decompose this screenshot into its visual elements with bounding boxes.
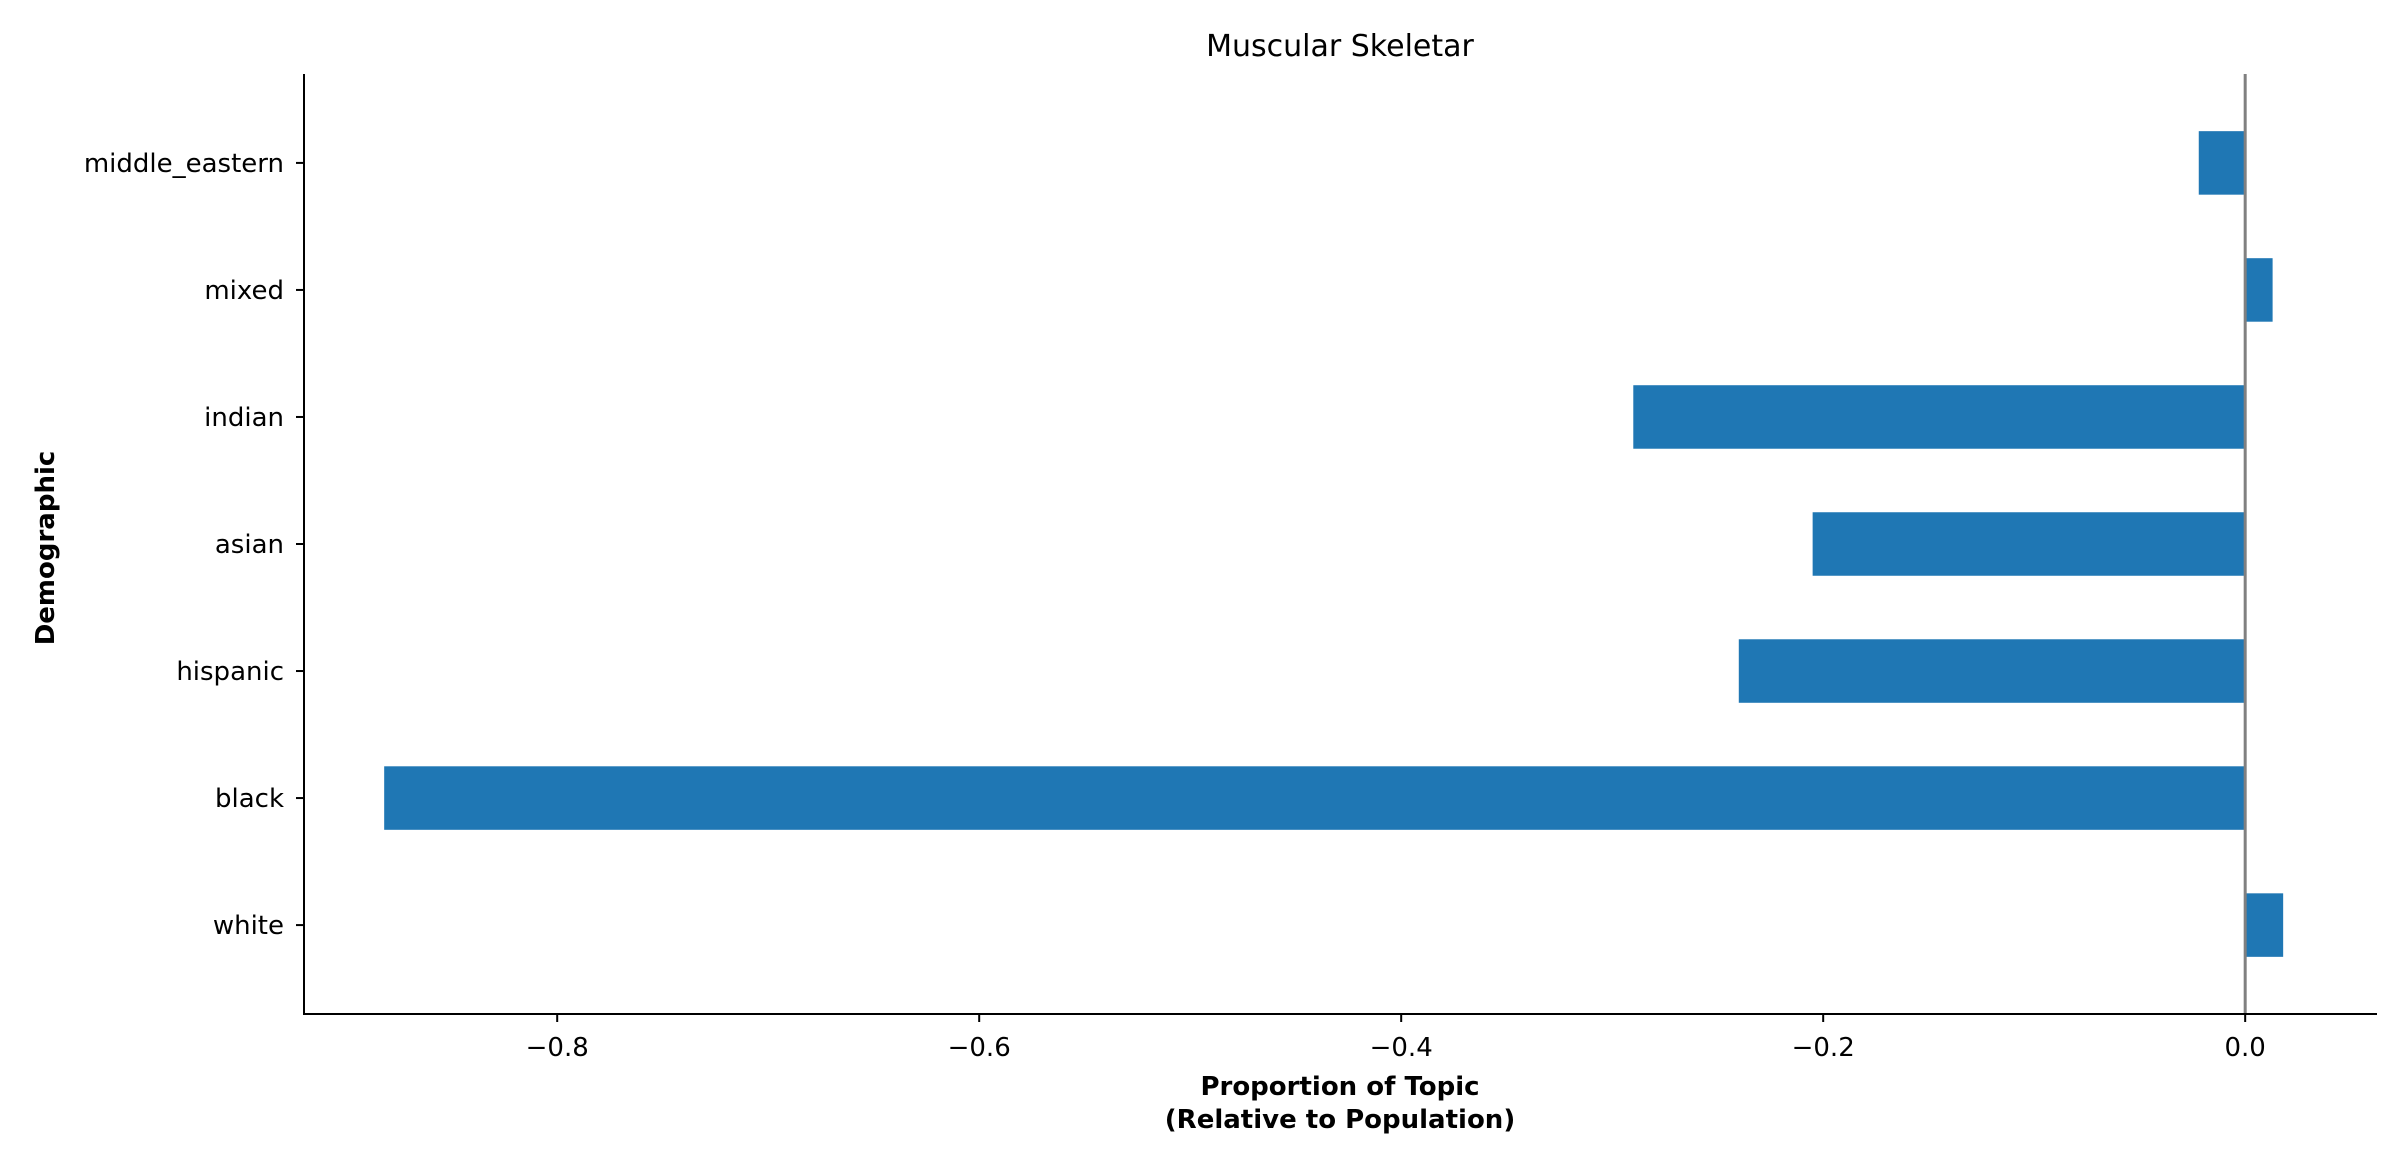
y-tick-label-white: white (213, 911, 284, 941)
bar-asian (1812, 512, 2246, 576)
bar-black (384, 766, 2246, 830)
y-tick-label-indian: indian (204, 403, 284, 433)
y-tick-label-asian: asian (215, 530, 284, 560)
x-axis-label-line-2: (Relative to Population) (1165, 1105, 1515, 1135)
y-tick-label-black: black (215, 784, 284, 814)
x-ticks-group: −0.8 −0.6 −0.4 −0.2 0.0 (526, 1014, 2266, 1063)
y-tick-label-middle-eastern: middle_eastern (84, 149, 284, 179)
x-tick-label: −0.6 (948, 1033, 1011, 1063)
x-tick-label: −0.4 (1370, 1033, 1433, 1063)
bars-group (384, 131, 2284, 957)
bar-white (2245, 893, 2284, 957)
x-tick-label: 0.0 (2225, 1033, 2266, 1063)
y-tick-label-hispanic: hispanic (176, 657, 284, 687)
bar-mixed (2245, 258, 2273, 322)
x-tick-label: −0.2 (1792, 1033, 1855, 1063)
x-axis-label-line-1: Proportion of Topic (1200, 1072, 1479, 1102)
bar-indian (1633, 385, 2246, 449)
bar-hispanic (1738, 639, 2246, 703)
chart-title: Muscular Skeletar (1206, 29, 1474, 64)
x-tick-label: −0.8 (526, 1033, 589, 1063)
bar-middle-eastern (2198, 131, 2246, 195)
y-tick-label-mixed: mixed (204, 276, 284, 306)
y-axis-label: Demographic (31, 451, 61, 646)
y-ticks-group: white black hispanic asian indian mixed middle… (84, 149, 304, 941)
